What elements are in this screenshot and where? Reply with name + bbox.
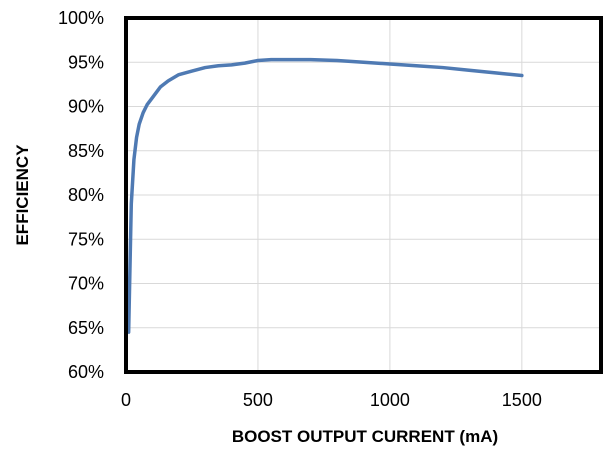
- y-tick-label: 70%: [68, 274, 104, 294]
- series-layer: [126, 57, 524, 334]
- grid-lines: [126, 18, 601, 372]
- y-tick-label: 65%: [68, 318, 104, 338]
- x-tick-label: 1000: [370, 390, 410, 410]
- y-tick-label: 95%: [68, 52, 104, 72]
- y-tick-label: 100%: [58, 8, 104, 28]
- y-axis-title: EFFICIENCY: [13, 144, 32, 246]
- y-axis-ticks: 60% 65% 70% 75% 80% 85% 90% 95% 100%: [58, 8, 104, 382]
- y-tick-label: 85%: [68, 141, 104, 161]
- y-tick-label: 75%: [68, 229, 104, 249]
- x-axis-title: BOOST OUTPUT CURRENT (mA): [232, 427, 498, 446]
- y-tick-label: 80%: [68, 185, 104, 205]
- plot-area-border: [124, 16, 603, 374]
- y-tick-label: 90%: [68, 97, 104, 117]
- x-axis-ticks: 0 500 1000 1500: [121, 390, 542, 410]
- x-tick-label: 0: [121, 390, 131, 410]
- y-tick-label: 60%: [68, 362, 104, 382]
- efficiency-series-line: [126, 57, 524, 334]
- x-tick-label: 500: [243, 390, 273, 410]
- x-tick-label: 1500: [502, 390, 542, 410]
